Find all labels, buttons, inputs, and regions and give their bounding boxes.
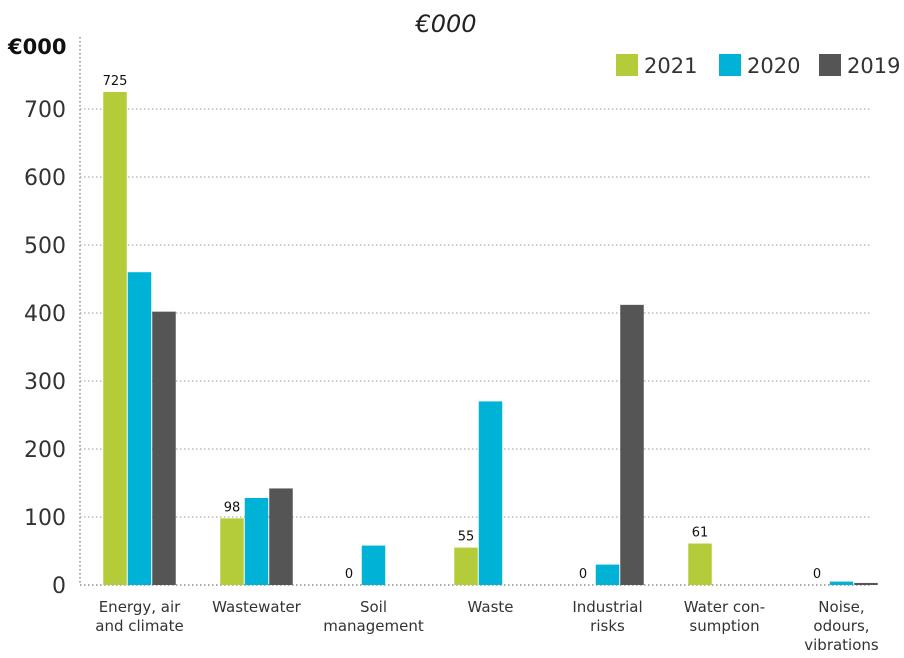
legend-swatch-2021 <box>616 54 638 76</box>
bar-2020-cat-1 <box>244 497 269 585</box>
bar-2020-cat-4 <box>595 564 620 585</box>
y-tick-label: 700 <box>24 98 66 123</box>
legend-label-2021: 2021 <box>644 54 697 78</box>
bar-2019-cat-1 <box>269 488 293 585</box>
x-axis-ticks: Energy, air and climate Wastewater Soil mana… <box>95 598 879 654</box>
bar-2020-cat-0 <box>127 272 152 585</box>
bar-2020-cat-3 <box>478 401 503 585</box>
y-axis-ticks: 0 100 200 300 400 500 600 700 <box>24 98 66 599</box>
legend-label-2019: 2019 <box>847 54 900 78</box>
legend-label-2020: 2020 <box>747 54 800 78</box>
y-tick-label: 600 <box>24 166 66 191</box>
x-tick-label: Energy, air and climate <box>95 598 183 635</box>
data-label: 725 <box>103 74 128 89</box>
x-tick-label: Waste <box>468 598 514 616</box>
legend-swatch-2019 <box>819 54 841 76</box>
x-tick-label: Water con-sumption <box>684 598 765 635</box>
bar-2019-cat-6 <box>854 582 878 585</box>
x-tick-label: Wastewater <box>212 598 302 616</box>
bar-2021-cat-1 <box>220 518 244 585</box>
gridlines <box>79 37 872 586</box>
data-label: 98 <box>224 500 241 515</box>
data-labels: 725 98 0 55 0 61 0 <box>103 74 822 582</box>
x-tick-label: Noise, odours, vibrations <box>804 598 879 654</box>
y-tick-label: 200 <box>24 438 66 463</box>
y-axis-unit-label: €000 <box>7 35 66 59</box>
y-tick-label: 500 <box>24 234 66 259</box>
bar-2021-cat-3 <box>454 547 478 585</box>
data-label: 0 <box>345 567 353 582</box>
legend-swatch-2020 <box>719 54 741 76</box>
bar-2019-cat-4 <box>620 304 644 585</box>
bar-2019-cat-0 <box>152 311 176 585</box>
data-label: 0 <box>579 567 587 582</box>
bar-2021-cat-0 <box>103 92 127 585</box>
y-tick-label: 100 <box>24 506 66 531</box>
x-tick-label: Industrial risks <box>572 598 642 635</box>
x-tick-label: Soil management <box>323 598 424 635</box>
bar-2020-cat-2 <box>361 545 386 585</box>
bar-2020-cat-6 <box>829 581 854 585</box>
data-label: 0 <box>813 567 821 582</box>
chart-title: €000 <box>414 10 476 38</box>
y-tick-label: 0 <box>52 574 66 599</box>
legend: 2021 2020 2019 <box>616 54 900 78</box>
data-label: 61 <box>692 526 709 541</box>
data-label: 55 <box>458 530 475 545</box>
y-tick-label: 300 <box>24 370 66 395</box>
bar-2021-cat-5 <box>688 543 712 585</box>
bars <box>103 92 878 585</box>
y-tick-label: 400 <box>24 302 66 327</box>
